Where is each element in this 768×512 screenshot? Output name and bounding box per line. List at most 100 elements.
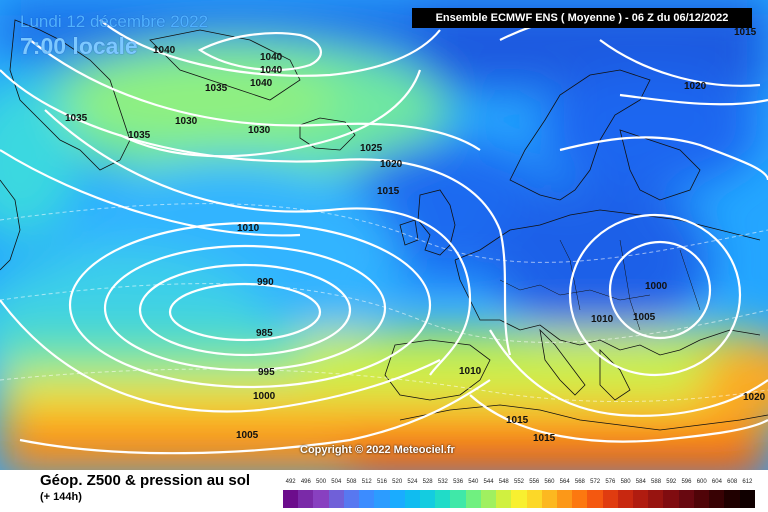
- legend-labels: 492 496 500 504 508 512 516 520 524 528 532 536 540 5…: [283, 479, 755, 489]
- isobar-label: 1005: [633, 312, 656, 323]
- isobar-label: 1040: [260, 52, 283, 63]
- isobar-label: 1020: [743, 392, 766, 403]
- isobar-label: 1040: [153, 45, 176, 56]
- legend-swatch: [648, 490, 664, 508]
- legend-swatch: [572, 490, 588, 508]
- legend-label: 604: [711, 479, 722, 485]
- legend-swatch: [602, 490, 618, 508]
- legend-label: 576: [605, 479, 616, 485]
- legend-swatch: [709, 490, 725, 508]
- legend-label: 544: [483, 479, 494, 485]
- legend-swatch: [724, 490, 740, 508]
- isobar-label: 1025: [360, 143, 383, 154]
- isobar-label: 1040: [260, 65, 283, 76]
- legend-swatch: [313, 490, 329, 508]
- legend-swatch: [663, 490, 679, 508]
- coastlines: [0, 19, 768, 431]
- legend-label: 492: [285, 479, 296, 485]
- legend-swatch: [480, 490, 497, 508]
- forecast-lead-time: (+ 144h): [40, 491, 82, 503]
- legend-label: 600: [696, 479, 707, 485]
- geopotential-field: [0, 0, 768, 470]
- legend-swatch: [633, 490, 649, 508]
- isobar-label: 1030: [248, 125, 271, 136]
- legend-label: 520: [392, 479, 403, 485]
- legend-swatch: [283, 490, 299, 508]
- isobar-label: 1035: [65, 113, 88, 124]
- isobar-label: 985: [256, 328, 273, 339]
- legend-swatch: [526, 490, 542, 508]
- legend-swatch: [404, 490, 420, 508]
- isobars: [0, 8, 768, 455]
- legend-swatch: [450, 490, 466, 508]
- legend-label: 532: [437, 479, 448, 485]
- isobar-label: 1040: [250, 78, 273, 89]
- legend-swatch: [617, 490, 634, 508]
- isobar-label: 1010: [237, 223, 260, 234]
- copyright-notice: Copyright © 2022 Meteociel.fr: [300, 444, 455, 456]
- legend-label: 508: [346, 479, 357, 485]
- legend-swatch: [496, 490, 512, 508]
- legend-swatch: [343, 490, 360, 508]
- legend-swatch: [739, 490, 755, 508]
- weather-map: Lundi 12 décembre 2022 7:00 locale Ensem…: [0, 0, 768, 470]
- legend-swatch: [389, 490, 405, 508]
- legend-label: 504: [331, 479, 342, 485]
- legend-label: 540: [468, 479, 479, 485]
- color-legend: [283, 490, 755, 508]
- isobar-label: 995: [258, 367, 275, 378]
- forecast-time: 7:00 locale: [20, 33, 138, 59]
- legend-label: 592: [666, 479, 677, 485]
- legend-label: 584: [635, 479, 646, 485]
- isobar-label: 1005: [236, 430, 259, 441]
- isobar-label: 1015: [506, 415, 529, 426]
- isobar-label: 1015: [734, 27, 757, 38]
- legend-swatch: [541, 490, 557, 508]
- legend-label: 528: [422, 479, 433, 485]
- legend-swatch: [556, 490, 573, 508]
- legend-label: 580: [620, 479, 631, 485]
- isobar-label: 1035: [128, 130, 151, 141]
- legend-swatch: [435, 490, 451, 508]
- forecast-date: Lundi 12 décembre 2022: [20, 12, 209, 31]
- legend-swatch: [587, 490, 603, 508]
- isobar-label: 990: [257, 277, 274, 288]
- isobar-label: 1035: [205, 83, 228, 94]
- legend-label: 560: [544, 479, 555, 485]
- legend-label: 552: [513, 479, 525, 485]
- legend-label: 608: [727, 479, 738, 485]
- legend-swatch: [678, 490, 694, 508]
- legend-label: 548: [498, 479, 509, 485]
- z500-contours: [0, 203, 768, 403]
- legend-swatch: [419, 490, 436, 508]
- legend-swatch: [359, 490, 375, 508]
- legend-label: 612: [742, 479, 753, 485]
- legend-label: 496: [300, 479, 311, 485]
- legend-label: 556: [529, 479, 540, 485]
- isobar-label: 1010: [459, 366, 482, 377]
- legend-label: 516: [376, 479, 387, 485]
- legend-label: 524: [407, 479, 418, 485]
- map-title: Géop. Z500 & pression au sol: [40, 472, 251, 489]
- legend-swatch: [511, 490, 527, 508]
- legend-label: 588: [651, 479, 662, 485]
- legend-label: 536: [453, 479, 464, 485]
- legend-label: 512: [361, 479, 372, 485]
- isobar-label: 1015: [377, 186, 400, 197]
- isobar-label: 1015: [533, 433, 556, 444]
- legend-label: 568: [574, 479, 585, 485]
- legend-swatch: [374, 490, 390, 508]
- legend-label: 500: [316, 479, 327, 485]
- legend-label: 572: [590, 479, 601, 485]
- isobar-label: 1000: [253, 391, 276, 402]
- legend-swatch: [328, 490, 344, 508]
- isobar-label: 1010: [591, 314, 614, 325]
- isobar-label: 1020: [684, 81, 707, 92]
- model-run-label: Ensemble ECMWF ENS ( Moyenne ) - 06 Z du…: [412, 8, 752, 28]
- legend-label: 596: [681, 479, 692, 485]
- legend-label: 564: [559, 479, 570, 485]
- isobar-label: 1030: [175, 116, 198, 127]
- legend-swatch: [465, 490, 481, 508]
- legend-swatch: [693, 490, 710, 508]
- isobar-label: 1020: [380, 159, 403, 170]
